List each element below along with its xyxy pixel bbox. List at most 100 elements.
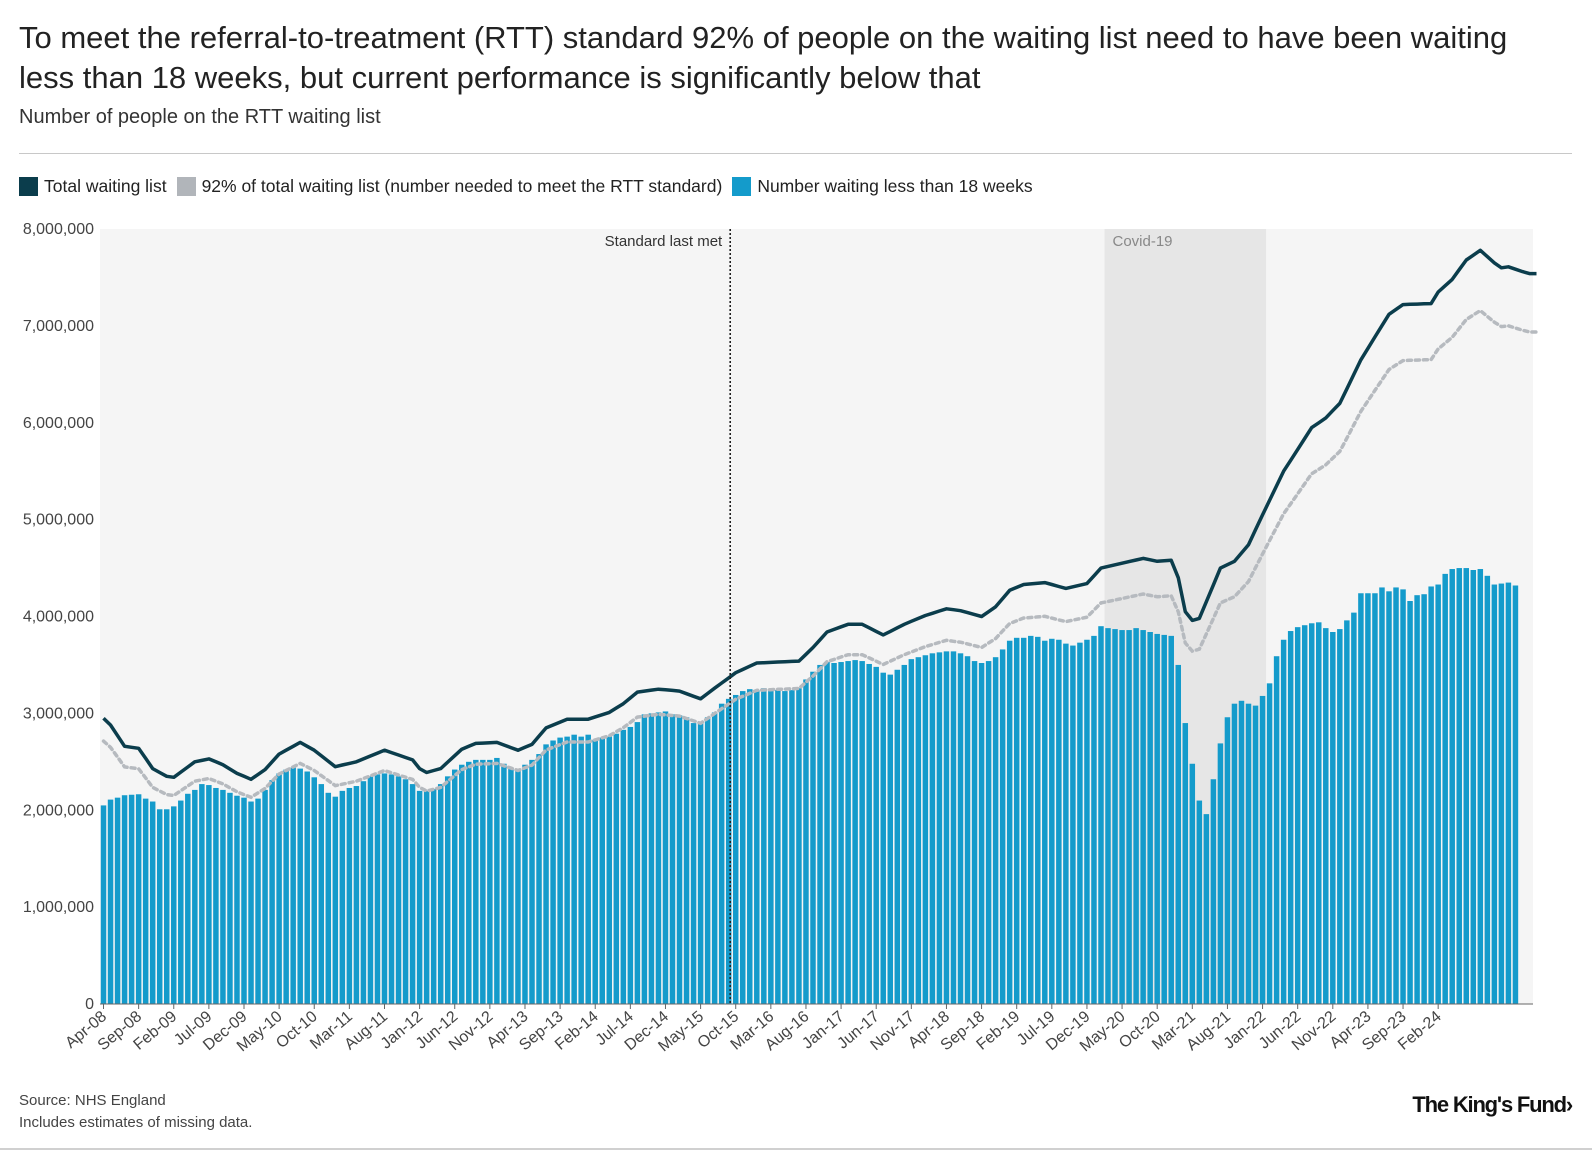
bar-under-18-weeks [866,663,872,1004]
bar-under-18-weeks [114,797,121,1004]
bar-under-18-weeks [1259,695,1266,1004]
title-divider [19,153,1572,154]
bar-under-18-weeks [156,809,163,1004]
bar-under-18-weeks [964,656,971,1004]
bar-under-18-weeks [690,723,697,1004]
bar-under-18-weeks [859,661,865,1004]
bar-under-18-weeks [1070,645,1076,1004]
bar-under-18-weeks [761,688,767,1004]
bar-under-18-weeks [367,776,374,1004]
bar-under-18-weeks [550,740,556,1004]
bar-under-18-weeks [992,657,999,1004]
bar-under-18-weeks [1006,640,1013,1004]
bar-under-18-weeks [1245,703,1252,1004]
bar-under-18-weeks [557,737,563,1004]
bar-under-18-weeks [817,664,823,1004]
bar-under-18-weeks [592,739,598,1004]
bar-under-18-weeks [1013,637,1020,1004]
source-note: Source: NHS England Includes estimates o… [19,1090,252,1134]
bar-under-18-weeks [402,779,409,1004]
legend: Total waiting list 92% of total waiting … [19,176,1043,197]
bar-under-18-weeks [1203,814,1210,1004]
line-92pct-target [101,308,1539,800]
bar-under-18-weeks [178,800,184,1004]
bar-under-18-weeks [332,796,339,1004]
legend-label-under18: Number waiting less than 18 weeks [757,176,1033,196]
line-total-waiting-list [102,248,1537,782]
bar-under-18-weeks [1161,634,1167,1004]
bar-under-18-weeks [747,689,753,1004]
bar-under-18-weeks [655,712,662,1004]
bar-under-18-weeks [1421,594,1427,1004]
legend-label-total: Total waiting list [44,176,167,196]
bar-under-18-weeks [1196,800,1203,1004]
bar-under-18-weeks [1477,569,1484,1004]
bar-under-18-weeks [789,690,795,1004]
bar-under-18-weeks [508,767,514,1004]
bar-under-18-weeks [1091,635,1097,1004]
bar-under-18-weeks [459,764,465,1004]
bar-under-18-weeks [1147,632,1153,1004]
bar-under-18-weeks [775,690,781,1004]
bar-under-18-weeks [1287,631,1294,1004]
bar-under-18-weeks [873,666,879,1004]
bar-under-18-weeks [1028,635,1034,1004]
bar-under-18-weeks [1042,640,1048,1004]
bar-under-18-weeks [1035,636,1041,1004]
bar-under-18-weeks [473,759,479,1004]
bar-under-18-weeks [227,792,233,1004]
bar-under-18-weeks [1126,630,1132,1004]
bar-under-18-weeks [213,787,219,1004]
bar-under-18-weeks [529,759,535,1004]
bar-under-18-weeks [444,776,451,1004]
bar-under-18-weeks [1112,629,1118,1004]
bar-under-18-weeks [1414,595,1420,1004]
bar-under-18-weeks [936,652,943,1004]
y-tick-label: 7,000,000 [23,318,94,335]
bar-under-18-weeks [318,784,325,1004]
bar-under-18-weeks [697,722,704,1004]
bar-under-18-weeks [501,763,507,1004]
bar-under-18-weeks [725,698,732,1004]
bar-under-18-weeks [1105,628,1111,1004]
y-tick-label: 1,000,000 [23,899,94,916]
bar-under-18-weeks [1484,575,1491,1004]
bar-under-18-weeks [388,774,395,1004]
bar-under-18-weeks [220,789,226,1004]
bar-under-18-weeks [135,794,142,1004]
bar-under-18-weeks [423,790,430,1004]
bar-under-18-weeks [494,757,500,1004]
bar-under-18-weeks [852,660,858,1004]
bar-under-18-weeks [578,736,584,1004]
bar-under-18-weeks [943,651,950,1004]
bar-under-18-weeks [1470,570,1477,1004]
bar-under-18-weeks [1294,627,1301,1004]
bar-under-18-weeks [985,661,992,1004]
bar-under-18-weeks [662,711,669,1004]
bar-under-18-weeks [957,653,964,1004]
bar-under-18-weeks [1337,629,1343,1004]
bar-under-18-weeks [1316,622,1322,1004]
chart-title: To meet the referral-to-treatment (RTT) … [19,20,1508,95]
legend-swatch-under18 [732,177,752,196]
bar-under-18-weeks [810,671,816,1004]
bar-under-18-weeks [142,798,149,1004]
bar-under-18-weeks [831,663,837,1004]
bar-under-18-weeks [480,759,486,1004]
bar-under-18-weeks [1393,587,1399,1004]
bar-under-18-weeks [796,688,802,1004]
bar-under-18-weeks [929,653,936,1004]
bar-under-18-weeks [1140,630,1146,1004]
kings-fund-logo: The King's Fund› [1412,1092,1573,1118]
bar-under-18-weeks [1175,664,1182,1004]
bar-under-18-weeks [416,790,423,1004]
y-tick-label: 4,000,000 [23,609,94,626]
bar-under-18-weeks [276,773,282,1004]
bar-under-18-weeks [1358,593,1364,1004]
legend-item-target: 92% of total waiting list (number needed… [176,176,723,197]
bar-under-18-weeks [374,774,381,1004]
bar-under-18-weeks [1224,717,1231,1004]
bar-under-18-weeks [487,759,493,1004]
bar-under-18-weeks [346,787,353,1004]
legend-label-target: 92% of total waiting list (number needed… [201,176,723,196]
